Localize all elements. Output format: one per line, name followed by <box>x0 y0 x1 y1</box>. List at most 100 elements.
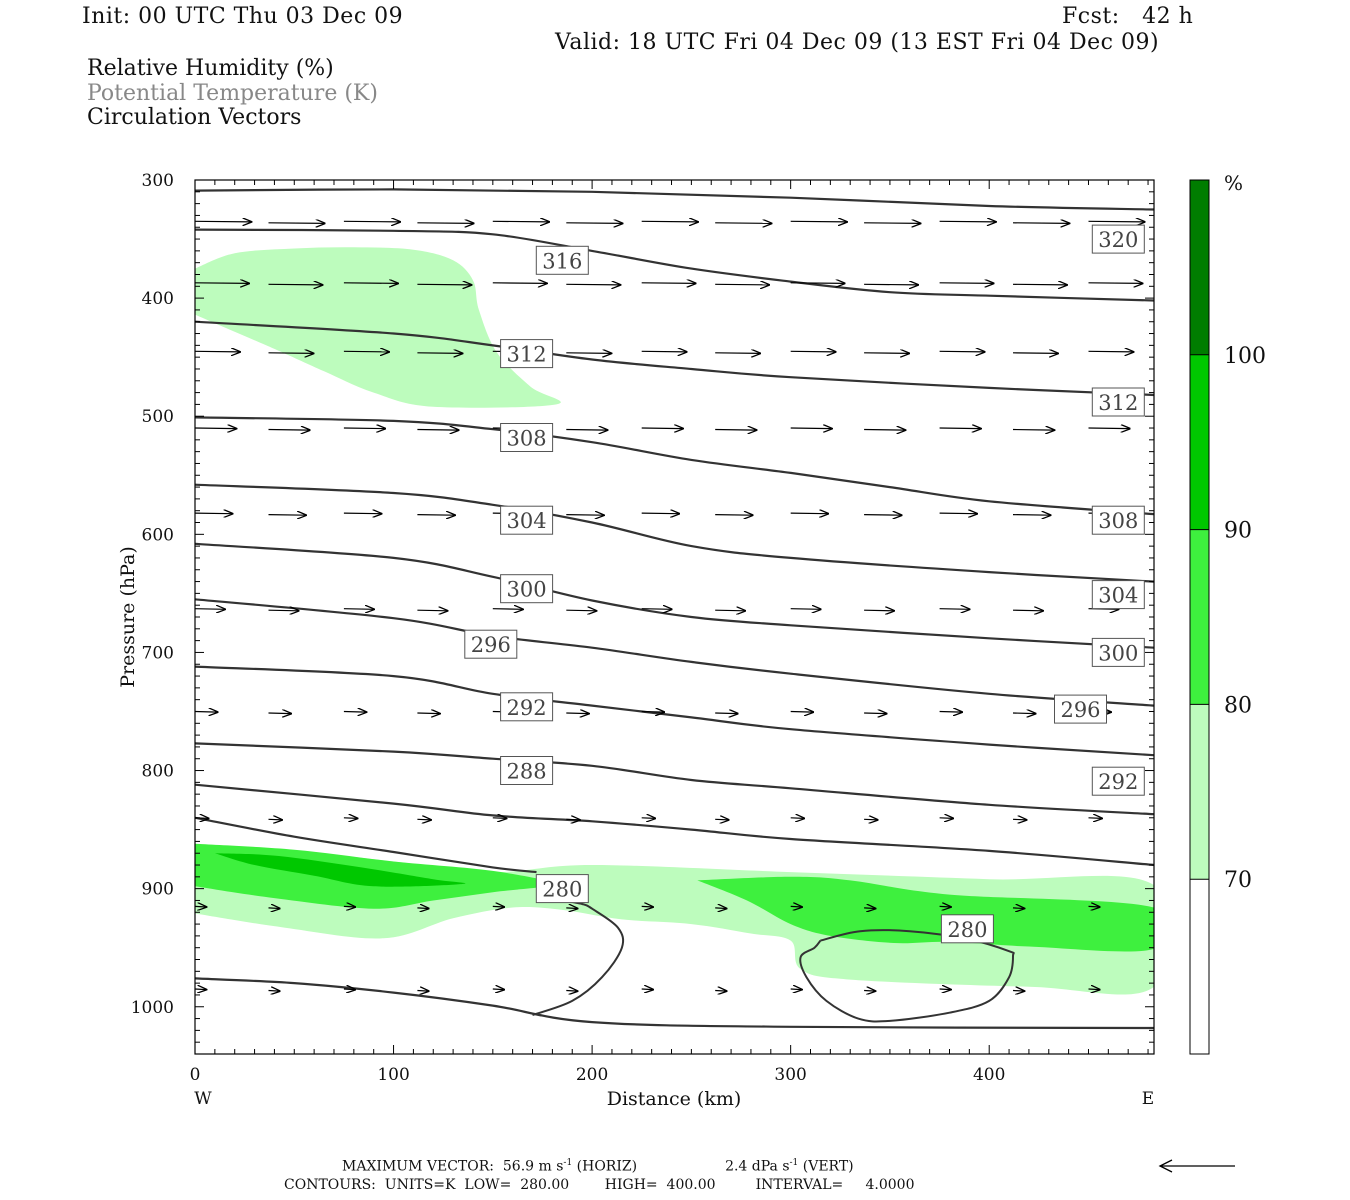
circulation-vector <box>343 818 358 819</box>
circulation-vector <box>268 713 292 714</box>
circulation-vector <box>939 818 954 819</box>
circulation-vector <box>1012 713 1036 714</box>
circulation-vector <box>864 908 875 909</box>
maximum-vector-text: MAXIMUM VECTOR: 56.9 m s-1 (HORIZ) 2.4 dP… <box>342 1158 854 1175</box>
y-tick-label: 600 <box>142 525 174 545</box>
circulation-vector <box>195 609 225 610</box>
colorbar-unit: % <box>1224 171 1243 195</box>
circulation-vector <box>641 513 680 514</box>
circulation-vector <box>417 430 458 431</box>
colorbar: 70 80 90 100% <box>1189 171 1266 1055</box>
circulation-vector <box>1012 223 1069 224</box>
y-tick-label: 300 <box>142 171 174 191</box>
theta-contour-line <box>195 188 1154 211</box>
theta-contour-label: 300 <box>507 578 547 602</box>
reference-arrow-head <box>1158 1159 1173 1173</box>
theta-label-box <box>464 629 518 659</box>
theta-contour-label: 312 <box>507 343 547 367</box>
circulation-vector <box>790 818 805 819</box>
circulation-vector <box>939 283 994 284</box>
circulation-vector <box>790 609 821 610</box>
circulation-vector <box>939 513 978 514</box>
circulation-vector <box>641 906 653 907</box>
theta-contour-line <box>195 416 1154 516</box>
circulation-vector <box>195 513 233 514</box>
circulation-vector <box>492 989 504 990</box>
theta-label-box <box>1091 224 1145 254</box>
x-tick-label: 100 <box>377 1065 409 1085</box>
circulation-vector <box>343 428 385 429</box>
colorbar-segment <box>1190 704 1209 880</box>
x-tick-label: 300 <box>774 1065 806 1085</box>
circulation-vector <box>268 430 310 431</box>
circulation-vector <box>641 989 653 990</box>
circulation-vector <box>417 223 473 224</box>
circulation-vector <box>864 430 905 431</box>
circulation-vector <box>715 610 745 611</box>
theta-label-box <box>500 692 554 722</box>
x-right-end-label: E <box>1142 1089 1154 1109</box>
x-tick-label: 200 <box>576 1065 608 1085</box>
circulation-vector <box>417 284 471 285</box>
colorbar-below-70 <box>1190 879 1209 1054</box>
circulation-vector <box>641 283 696 284</box>
x-axis-title: Distance (km) <box>607 1088 742 1110</box>
theta-contour-line <box>195 665 1154 757</box>
circulation-vector <box>343 906 355 907</box>
init-time: Init: 00 UTC Thu 03 Dec 09 <box>82 4 404 29</box>
circulation-vector <box>864 610 894 611</box>
circulation-vector <box>417 991 428 992</box>
colorbar-frame <box>1189 179 1210 1055</box>
x-tick-label: 400 <box>973 1065 1005 1085</box>
circulation-vector <box>939 428 981 429</box>
x-tick-label: 0 <box>190 1065 201 1085</box>
circulation-vector <box>195 221 251 222</box>
circulation-vector <box>417 353 462 354</box>
circulation-vector <box>566 284 620 285</box>
theta-label-box <box>535 245 589 275</box>
circulation-vector <box>864 819 878 820</box>
circulation-vector <box>715 908 726 909</box>
circulation-vector <box>715 353 760 354</box>
circulation-vector <box>492 818 507 819</box>
circulation-vector <box>864 515 902 516</box>
circulation-vector <box>864 223 920 224</box>
theta-contour-line <box>195 598 1154 707</box>
theta-280-contour <box>799 929 1015 1023</box>
circulation-vector <box>195 906 206 907</box>
forecast-hour: Fcst: 42 h <box>1062 4 1194 29</box>
circulation-vector <box>492 609 523 610</box>
theta-contour-line <box>195 742 1154 816</box>
theta-contour-label: 288 <box>507 760 547 784</box>
theta-contour-label: 292 <box>507 696 547 720</box>
circulation-vector <box>790 221 847 222</box>
circulation-vector <box>790 906 802 907</box>
colorbar-label: 100 <box>1224 344 1266 369</box>
contour-labels: 316 320 312 312 308 308 304 304 300 300 296 296 292 2… <box>464 224 1145 944</box>
theta-contour-line <box>195 783 1154 867</box>
theta-label-box <box>500 505 554 535</box>
theta-label-box <box>500 574 554 604</box>
circulation-vector <box>715 991 726 992</box>
circulation-vector <box>343 351 389 352</box>
circulation-vector <box>641 428 683 429</box>
circulation-vector <box>268 353 314 354</box>
theta-contour-label: 304 <box>507 509 547 533</box>
circulation-vector <box>343 513 382 514</box>
circulation-vector <box>790 513 829 514</box>
theta-label-box <box>535 874 589 904</box>
rh-80-region <box>697 876 1154 952</box>
circulation-vector <box>1088 906 1100 907</box>
theta-label-box <box>1091 580 1145 610</box>
y-tick-label: 900 <box>142 880 174 900</box>
circulation-vector <box>864 284 918 285</box>
theta-contour-line <box>195 483 1154 583</box>
circulation-vector <box>1012 908 1024 909</box>
theta-contour-label: 296 <box>1060 698 1100 722</box>
circulation-vector <box>417 819 431 820</box>
circulation-vector <box>790 428 832 429</box>
theta-contours <box>195 188 1154 1030</box>
y-tick-label: 700 <box>142 643 174 663</box>
circulation-vector <box>1088 283 1143 284</box>
